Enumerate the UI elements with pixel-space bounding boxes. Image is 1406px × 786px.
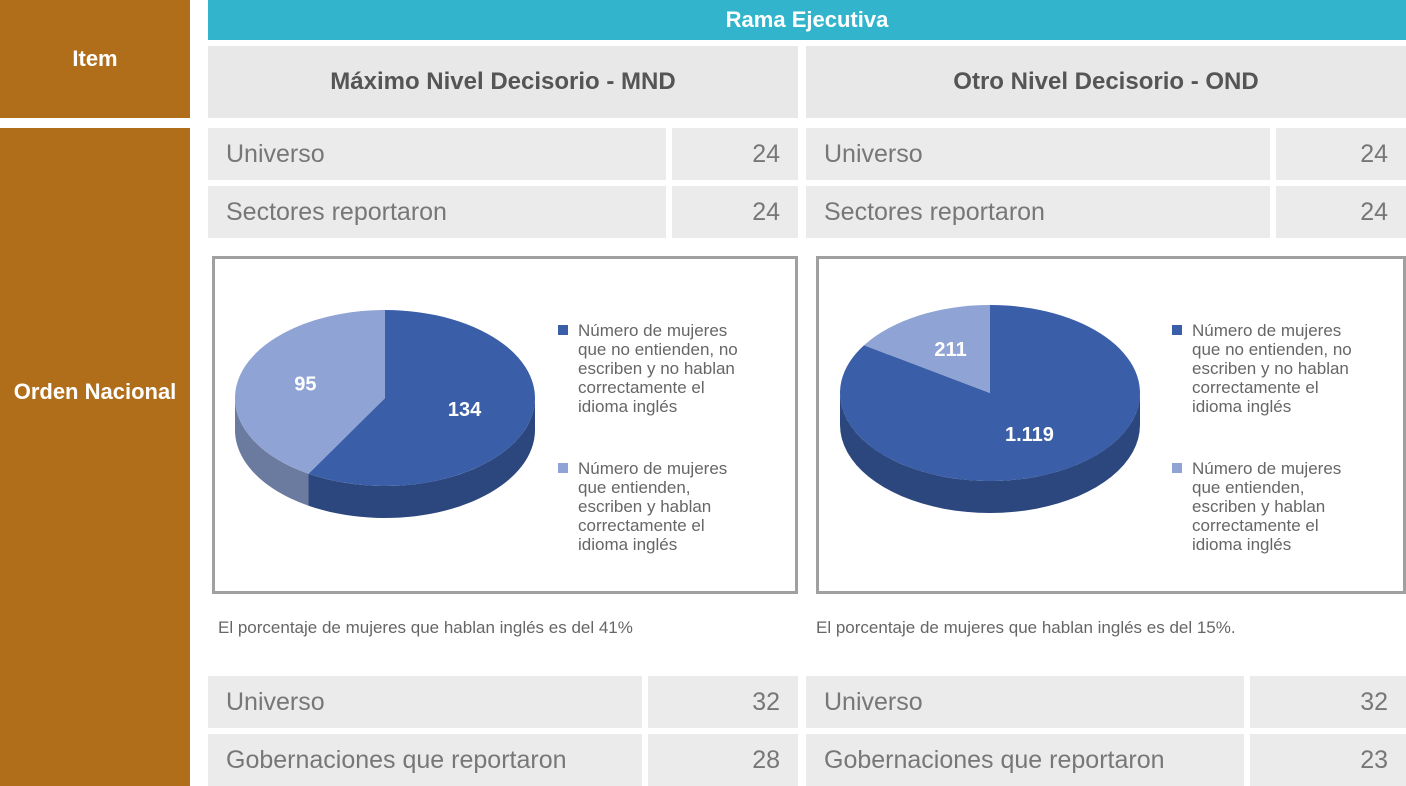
pie-slice-side xyxy=(235,398,309,506)
row-label: Orden Nacional xyxy=(0,128,190,786)
chart-note: El porcentaje de mujeres que hablan ingl… xyxy=(218,618,633,637)
chart-note: El porcentaje de mujeres que hablan ingl… xyxy=(816,618,1236,637)
pie-chart: 1.119 211 xyxy=(840,305,1140,513)
pie-slice-side xyxy=(308,398,535,518)
row-label-cell: Universo xyxy=(208,128,666,180)
row-label-cell: Sectores reportaron xyxy=(806,186,1270,238)
pie-slice xyxy=(864,305,990,393)
row-label-cell: Universo xyxy=(208,676,642,728)
legend-swatch xyxy=(1172,463,1182,473)
ond-header: Otro Nivel Decisorio - OND xyxy=(806,46,1406,118)
data-label: 95 xyxy=(294,373,316,395)
row-value-cell: 24 xyxy=(1276,186,1406,238)
pie-slice xyxy=(308,310,535,486)
legend-label: Número de mujeres que no entienden, no e… xyxy=(578,321,738,416)
chart-box: 1.119 211 Número de mujeres que no entiend… xyxy=(816,256,1406,594)
row-value-cell: 23 xyxy=(1250,734,1406,786)
row-label-cell: Universo xyxy=(806,128,1270,180)
legend-item: Número de mujeres que no entienden, no e… xyxy=(1172,321,1372,416)
pie-chart: 134 95 xyxy=(234,310,535,518)
row-value-cell: 32 xyxy=(648,676,798,728)
legend-label: Número de mujeres que entienden, escribe… xyxy=(578,459,728,554)
legend-label: Número de mujeres que no entienden, no e… xyxy=(1192,321,1352,416)
legend-item: Número de mujeres que entienden, escribe… xyxy=(1172,459,1372,554)
legend-swatch xyxy=(1172,325,1182,335)
row-value-cell: 24 xyxy=(672,186,798,238)
data-label: 1.119 xyxy=(1005,424,1054,446)
legend-swatch xyxy=(558,463,568,473)
legend-item: Número de mujeres que no entienden, no e… xyxy=(558,321,758,416)
row-label-cell: Gobernaciones que reportaron xyxy=(806,734,1244,786)
row-label-cell: Sectores reportaron xyxy=(208,186,666,238)
pie-slice xyxy=(234,310,385,474)
data-label: 211 xyxy=(934,339,966,361)
pie-slice-side xyxy=(840,393,1140,513)
legend-swatch xyxy=(558,325,568,335)
chart-box: 134 95 Número de mujeres que no entienden,… xyxy=(212,256,798,594)
data-label: 134 xyxy=(448,399,482,421)
rama-header: Rama Ejecutiva xyxy=(208,0,1406,40)
mnd-header: Máximo Nivel Decisorio - MND xyxy=(208,46,798,118)
row-value-cell: 24 xyxy=(1276,128,1406,180)
row-value-cell: 32 xyxy=(1250,676,1406,728)
legend-label: Número de mujeres que entienden, escribe… xyxy=(1192,459,1342,554)
row-value-cell: 28 xyxy=(648,734,798,786)
row-label-cell: Gobernaciones que reportaron xyxy=(208,734,642,786)
row-value-cell: 24 xyxy=(672,128,798,180)
item-header: Item xyxy=(0,0,190,118)
legend-item: Número de mujeres que entienden, escribe… xyxy=(558,459,758,554)
row-label-cell: Universo xyxy=(806,676,1244,728)
